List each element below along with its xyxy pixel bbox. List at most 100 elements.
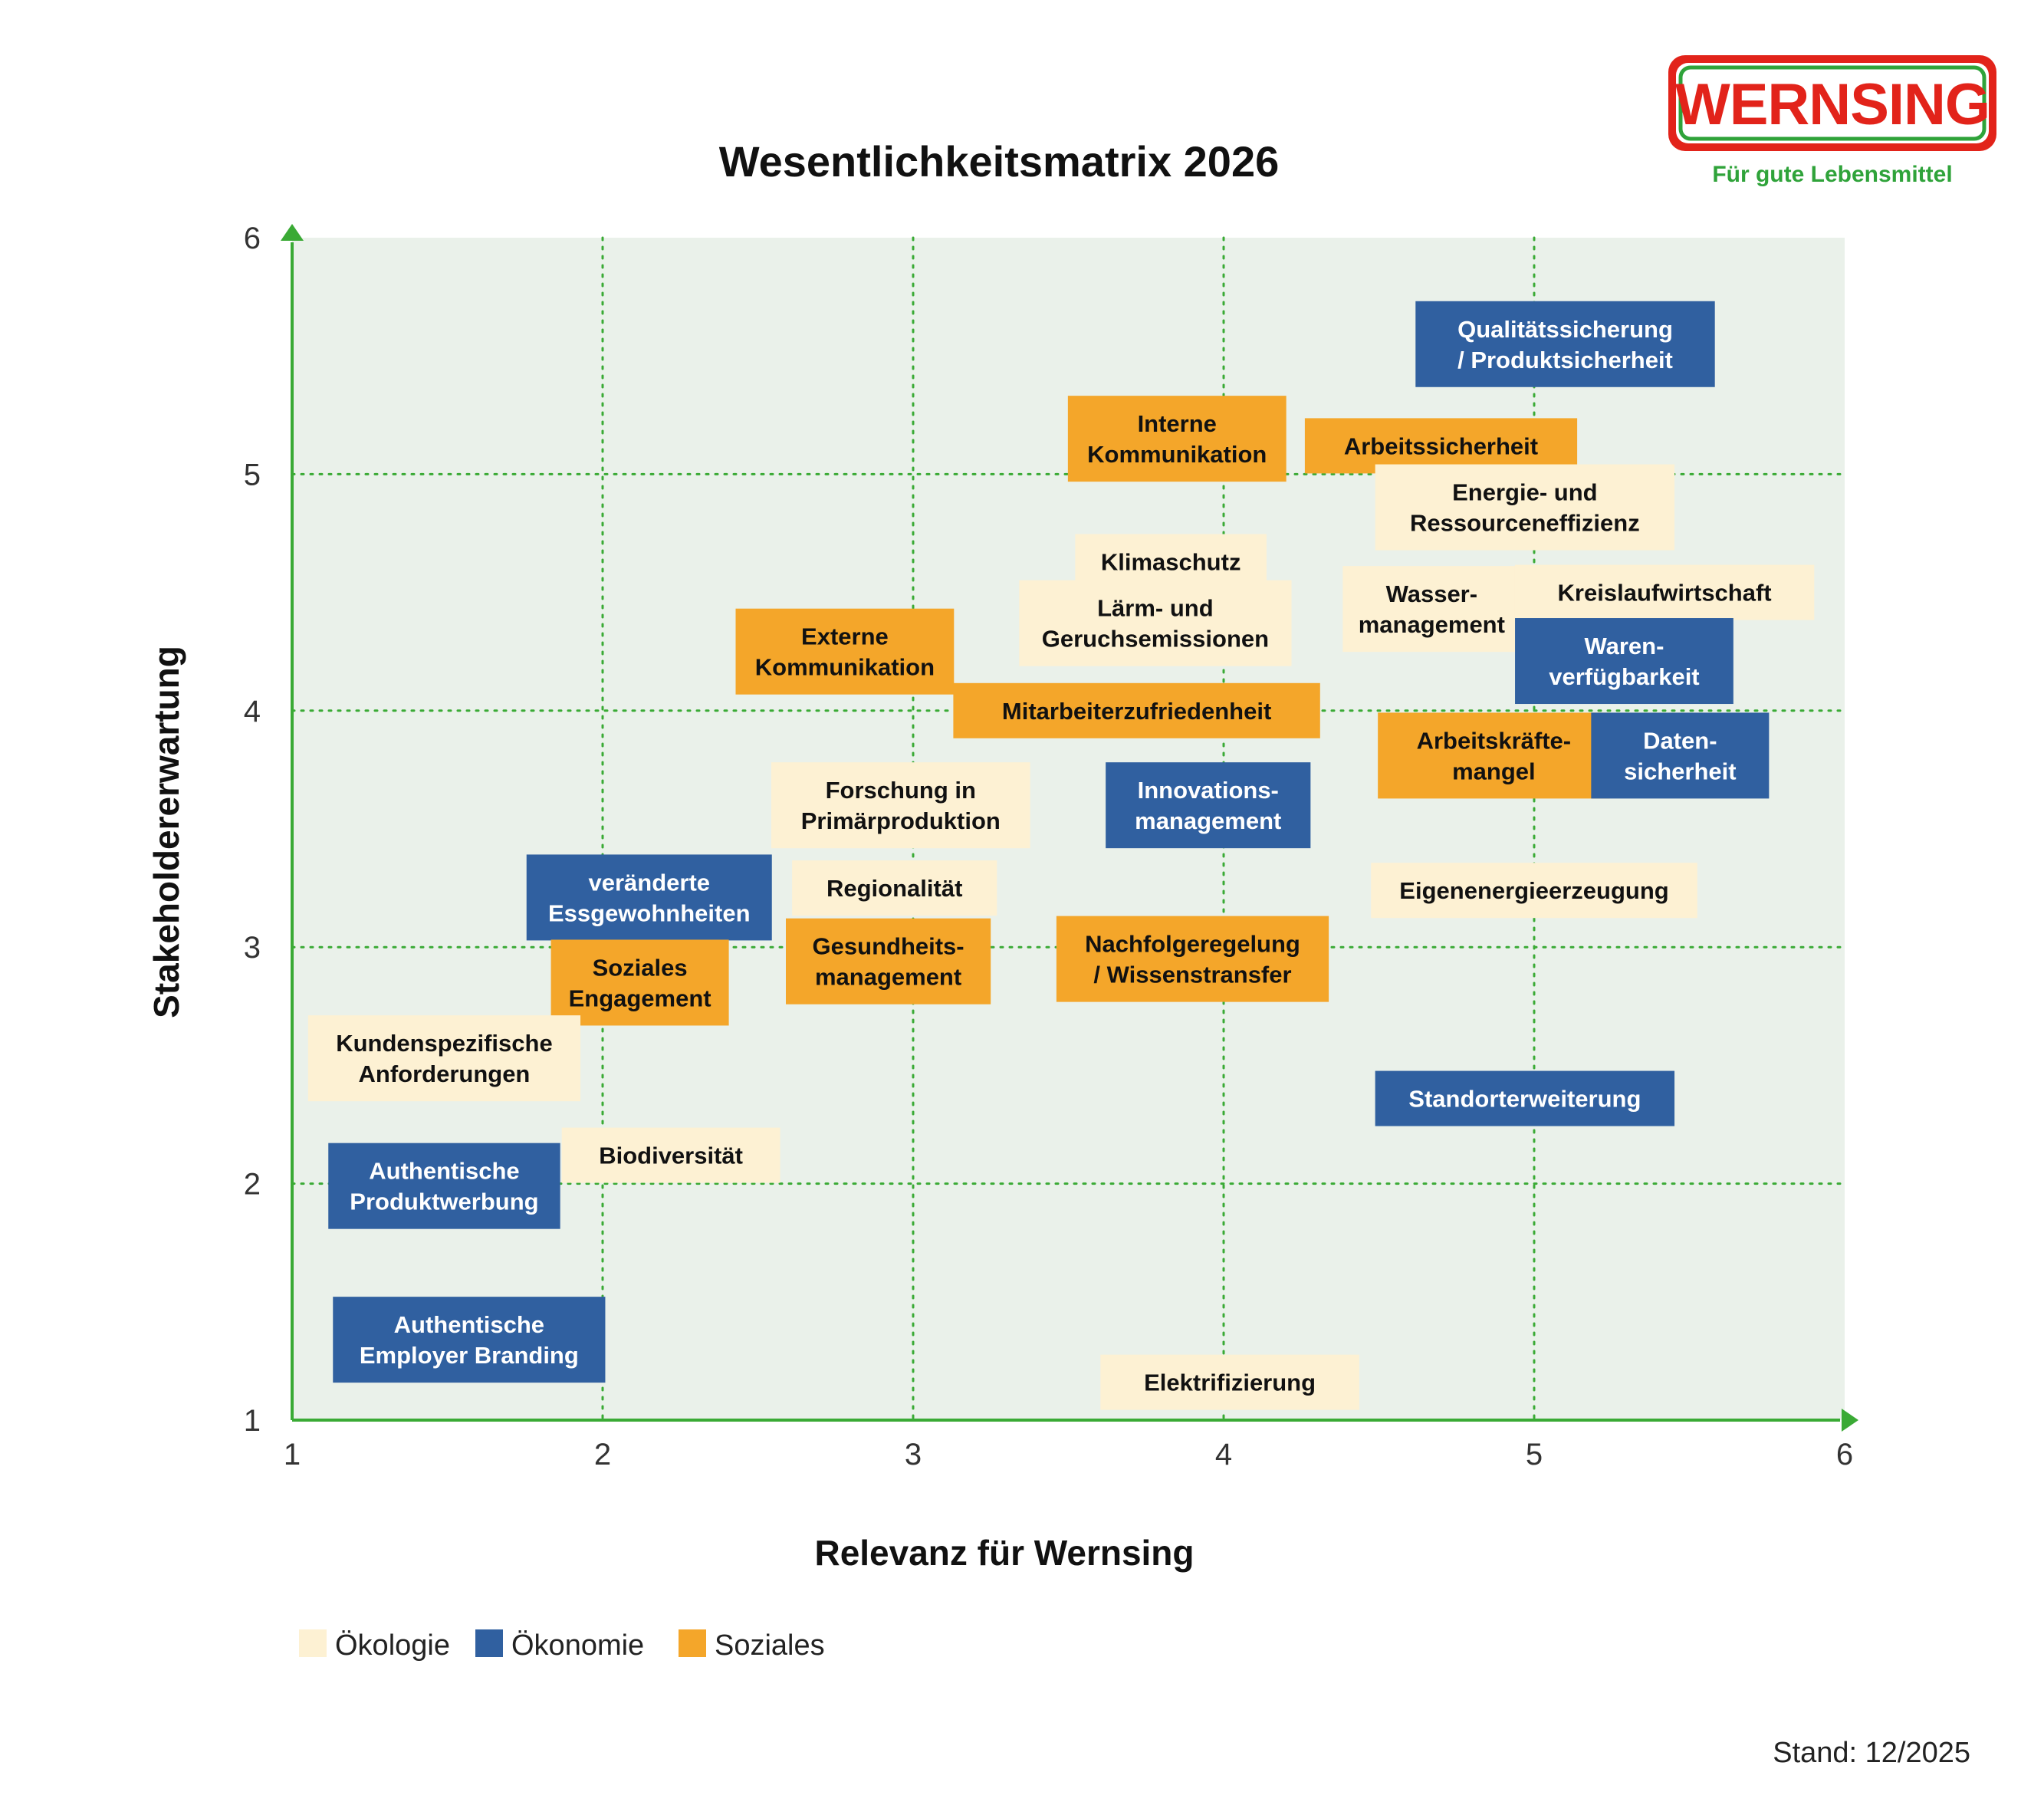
matrix-item: Standorterweiterung (1375, 1070, 1675, 1126)
matrix-item-label: / Wissenstransfer (1093, 962, 1291, 988)
matrix-item-label: Qualitätssicherung (1457, 316, 1673, 343)
matrix-item-box (1304, 418, 1578, 474)
matrix-item-label: mangel (1452, 758, 1536, 784)
x-axis-arrow-icon (1842, 1409, 1858, 1432)
matrix-item: Biodiversität (561, 1127, 780, 1183)
logo-brand-text: WERNSING (1675, 72, 1990, 137)
y-tick-label: 3 (244, 931, 261, 965)
matrix-item-box (333, 1297, 606, 1383)
legend-label: Ökonomie (511, 1629, 644, 1662)
matrix-item-label: Regionalität (826, 875, 962, 902)
matrix-item-box (1378, 712, 1610, 799)
matrix-item-box (1106, 762, 1311, 849)
matrix-item-label: Engagement (569, 985, 711, 1011)
matrix-item-label: Forschung in (826, 777, 976, 804)
matrix-item-label: Lärm- und (1097, 595, 1214, 622)
matrix-item-label: Nachfolgeregelung (1085, 931, 1300, 958)
matrix-item-label: Energie- und (1452, 479, 1597, 506)
x-tick-label: 5 (1526, 1438, 1543, 1471)
matrix-item-label: Authentische (369, 1158, 519, 1185)
matrix-item-label: Klimaschutz (1101, 549, 1241, 576)
matrix-item-box (1375, 464, 1675, 551)
matrix-item-box (1591, 712, 1770, 799)
matrix-item: Lärm- und Geruchsemissionen (1019, 580, 1292, 666)
matrix-item: Daten-sicherheit (1591, 712, 1770, 799)
legend-label: Soziales (715, 1629, 825, 1662)
matrix-item-box (786, 918, 991, 1004)
matrix-item: Interne Kommunikation (1067, 396, 1287, 482)
logo-white-ring (1676, 63, 1989, 143)
matrix-item: Arbeitssicherheit (1304, 418, 1578, 474)
matrix-item-box (735, 608, 955, 695)
matrix-item-box (526, 854, 772, 941)
matrix-item: Authentische Employer Branding (333, 1297, 606, 1383)
matrix-item-box (953, 682, 1320, 738)
y-axis-title: Stakeholdererwartung (146, 646, 186, 1018)
matrix-item: Gesundheits-management (786, 918, 991, 1004)
matrix-item-label: Primärproduktion (801, 807, 1001, 834)
matrix-item-box (792, 860, 997, 916)
matrix-item-label: Employer Branding (360, 1342, 579, 1369)
matrix-item-box (1067, 396, 1287, 482)
matrix-item-label: Mitarbeiterzufriedenheit (1002, 698, 1271, 725)
x-tick-label: 4 (1215, 1438, 1232, 1471)
x-axis-title: Relevanz für Wernsing (814, 1533, 1194, 1573)
matrix-item-box (1375, 1070, 1675, 1126)
y-tick-label: 2 (244, 1168, 261, 1202)
matrix-item-label: veränderte (588, 869, 710, 896)
matrix-item-label: Innovations- (1138, 777, 1279, 804)
x-tick-label: 2 (594, 1438, 611, 1471)
matrix-item: Eigenenergieerzeugung (1371, 863, 1697, 919)
matrix-item-label: Kommunikation (755, 654, 935, 681)
matrix-item-label: sicherheit (1624, 758, 1736, 784)
matrix-item: Innovations-management (1106, 762, 1311, 849)
matrix-item-label: Essgewohnheiten (548, 899, 751, 926)
matrix-item: Mitarbeiterzufriedenheit (953, 682, 1320, 738)
matrix-item-label: Biodiversität (599, 1143, 743, 1169)
matrix-item-box (1342, 566, 1521, 653)
matrix-item-label: management (815, 964, 961, 991)
matrix-item-box (1100, 1354, 1359, 1410)
matrix-item-label: Authentische (394, 1311, 544, 1338)
matrix-item: Arbeitskräfte-mangel (1378, 712, 1610, 799)
matrix-item-box (550, 939, 729, 1026)
y-tick-label: 5 (244, 458, 261, 492)
matrix-item-label: Daten- (1643, 727, 1717, 754)
x-tick-label: 1 (284, 1438, 301, 1471)
y-tick-label: 4 (244, 695, 261, 728)
x-tick-label: 3 (905, 1438, 922, 1471)
matrix-item: Nachfolgeregelung / Wissenstransfer (1056, 916, 1329, 1002)
matrix-item-box (1019, 580, 1292, 666)
legend-swatch (475, 1629, 503, 1657)
matrix-item-box (561, 1127, 780, 1183)
legend: Ökologie Ökonomie Soziales (299, 1629, 825, 1662)
y-tick-label: 1 (244, 1404, 261, 1438)
matrix-item-label: Geruchsemissionen (1042, 626, 1269, 653)
x-tick-label: 6 (1836, 1438, 1853, 1471)
matrix-item-box (1415, 301, 1715, 387)
matrix-item: Qualitätssicherung / Produktsicherheit (1415, 301, 1715, 387)
matrix-item-label: Interne (1138, 410, 1217, 437)
legend-label: Ökologie (335, 1629, 450, 1662)
matrix-item-box (1371, 863, 1697, 919)
matrix-item-label: Produktwerbung (350, 1189, 538, 1215)
matrix-item-label: management (1359, 611, 1505, 638)
axes (281, 224, 1858, 1432)
matrix-item-label: Gesundheits- (813, 933, 964, 960)
legend-swatch (299, 1629, 327, 1657)
chart-title: Wesentlichkeitsmatrix 2026 (719, 137, 1279, 186)
matrix-item-label: Eigenenergieerzeugung (1399, 877, 1668, 904)
matrix-item: Regionalität (792, 860, 997, 916)
matrix-item: Wasser-management (1342, 566, 1521, 653)
matrix-item: Forschung in Primärproduktion (771, 762, 1030, 849)
matrix-item: Elektrifizierung (1100, 1354, 1359, 1410)
matrix-item-label: Kommunikation (1087, 441, 1267, 468)
y-axis-arrow-icon (281, 224, 304, 241)
wernsing-logo: WERNSING (1668, 55, 1996, 151)
matrix-item: veränderte Essgewohnheiten (526, 854, 772, 941)
matrix-item-label: Arbeitskräfte- (1417, 727, 1572, 754)
matrix-item-label: / Produktsicherheit (1457, 347, 1673, 373)
legend-swatch (679, 1629, 706, 1657)
matrix-item-label: Externe (801, 623, 889, 650)
